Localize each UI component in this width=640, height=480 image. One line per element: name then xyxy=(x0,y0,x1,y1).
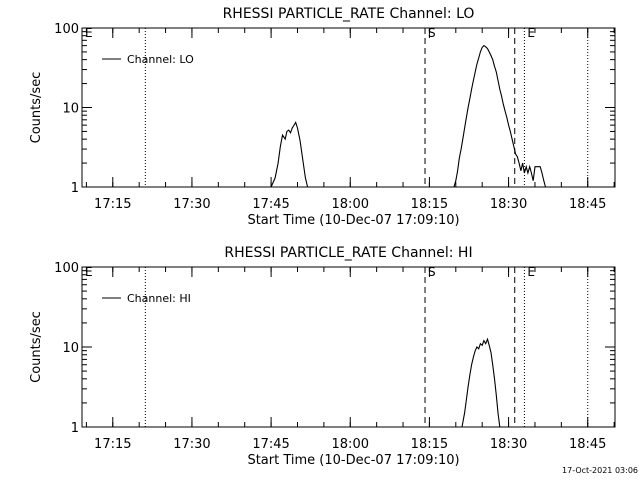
y-tick-label: 1 xyxy=(71,181,79,196)
y-tick-label: 10 xyxy=(62,102,79,117)
y-tick-label: 100 xyxy=(54,261,79,276)
y-axis-label: Counts/sec xyxy=(29,72,44,144)
chart-panel-1: RHESSI PARTICLE_RATE Channel: HI 1 10 100 Co… xyxy=(29,245,616,468)
event-marker-label: E xyxy=(527,265,535,279)
x-tick-label: 18:45 xyxy=(569,197,606,212)
x-tick-label: 17:45 xyxy=(252,197,289,212)
legend-entry: Channel: HI xyxy=(127,292,191,305)
chart-panel-0: RHESSI PARTICLE_RATE Channel: LO 1 10 100 Co… xyxy=(29,6,616,228)
x-tick-label: 18:30 xyxy=(490,437,527,452)
x-tick-label: 18:30 xyxy=(490,197,527,212)
chart-title: RHESSI PARTICLE_RATE Channel: HI xyxy=(224,245,472,261)
x-axis-label: Start Time (10-Dec-07 17:09:10) xyxy=(247,213,459,228)
x-tick-label: 17:30 xyxy=(173,437,210,452)
x-tick-label: 18:45 xyxy=(569,437,606,452)
x-tick-label: 18:15 xyxy=(411,437,448,452)
event-marker-label: S xyxy=(428,265,436,279)
x-tick-label: 18:00 xyxy=(332,437,369,452)
x-tick-label: 17:15 xyxy=(94,437,131,452)
y-tick-label: 10 xyxy=(62,341,79,356)
event-marker-label: E xyxy=(527,26,535,40)
y-tick-label: 1 xyxy=(71,421,79,436)
plot-timestamp: 17-Oct-2021 03:06 xyxy=(562,466,638,475)
x-tick-label: 17:30 xyxy=(173,197,210,212)
y-tick-label: 100 xyxy=(54,22,79,37)
series-line xyxy=(461,337,501,428)
plot-frame xyxy=(81,27,616,188)
event-marker-label: E xyxy=(85,26,93,40)
y-axis-label: Counts/sec xyxy=(29,311,44,383)
x-tick-label: 17:45 xyxy=(252,437,289,452)
x-tick-label: 17:15 xyxy=(94,197,131,212)
x-tick-label: 18:15 xyxy=(411,197,448,212)
series-line xyxy=(270,44,547,188)
x-tick-label: 18:00 xyxy=(332,197,369,212)
plot-frame xyxy=(81,266,616,428)
x-axis-label: Start Time (10-Dec-07 17:09:10) xyxy=(247,453,459,468)
event-marker-label: E xyxy=(85,265,93,279)
chart-title: RHESSI PARTICLE_RATE Channel: LO xyxy=(223,6,475,22)
event-marker-label: S xyxy=(428,26,436,40)
legend-entry: Channel: LO xyxy=(127,53,194,66)
